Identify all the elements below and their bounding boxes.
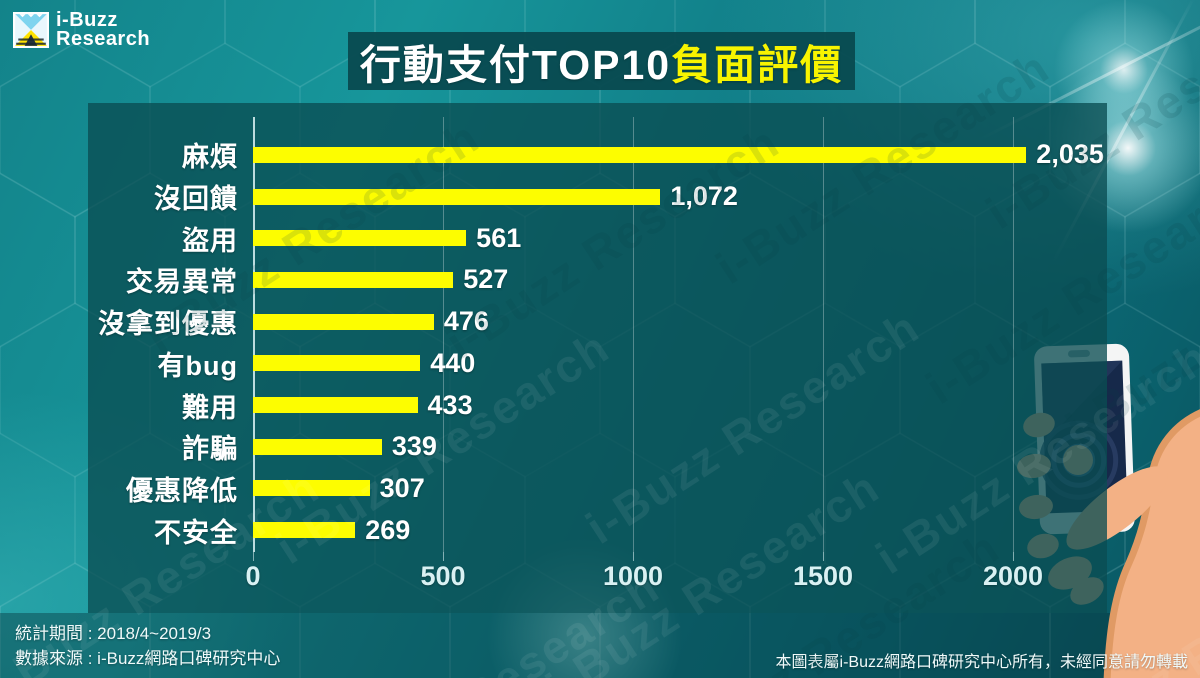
category-label: 沒回饋 — [154, 184, 238, 215]
bar — [253, 355, 421, 372]
logo-text: i-Buzz Research — [56, 9, 151, 50]
chart-row: 盜用 561 — [88, 217, 1107, 259]
footer-left: 統計期間 : 2018/4~2019/3 數據來源 : i-Buzz網路口碑研究… — [15, 621, 280, 671]
chart-row: 詐騙 339 — [88, 426, 1107, 468]
footer-band — [0, 613, 1200, 678]
hexagon-outline — [1124, 0, 1200, 88]
bar-area: 440 — [253, 347, 1107, 378]
hexagon-outline — [974, 0, 1126, 88]
chart-row: 優惠降低 307 — [88, 468, 1107, 510]
chart-row: 難用 433 — [88, 384, 1107, 426]
gridline — [633, 117, 634, 552]
hexagon-outline — [1049, 42, 1200, 218]
x-axis-tick — [1013, 552, 1014, 561]
value-label: 561 — [476, 222, 522, 253]
x-tick-label: 0 — [245, 561, 261, 591]
bar — [253, 480, 370, 497]
chart-row: 不安全 269 — [88, 509, 1107, 551]
i-buzz-logo-icon — [13, 12, 49, 48]
chart-row: 有bug 440 — [88, 343, 1107, 385]
stat-period: 統計期間 : 2018/4~2019/3 — [15, 624, 212, 643]
bar-area: 269 — [253, 514, 1107, 545]
bar — [253, 397, 418, 414]
value-label: 440 — [430, 347, 476, 378]
bar — [253, 313, 434, 330]
chart-row: 麻煩 2,035 — [88, 134, 1107, 176]
bar — [253, 271, 454, 288]
title-highlight: 負面評價 — [671, 42, 844, 88]
hexagon-outline — [1124, 172, 1200, 348]
copyright-notice: 本圖表屬i-Buzz網路口碑研究中心所有，未經同意請勿轉載 — [775, 654, 1188, 671]
category-label: 優惠降低 — [126, 475, 238, 506]
chart-panel: 0 500 1000 1500 2000 麻煩 2,035 沒回饋 1,072 盜用 561 交易異… — [88, 103, 1107, 613]
value-label: 2,035 — [1036, 139, 1104, 170]
chart-row: 交易異常 527 — [88, 259, 1107, 301]
category-label: 不安全 — [154, 517, 238, 548]
logo: i-Buzz Research — [13, 9, 151, 50]
hexagon-outline — [0, 432, 76, 608]
bar — [253, 188, 661, 205]
hand-arm-shape — [1103, 409, 1200, 678]
bar-area: 339 — [253, 433, 1107, 460]
category-label: 沒拿到優惠 — [98, 309, 238, 340]
x-tick-label: 1500 — [792, 561, 854, 591]
page-title: 行動支付TOP10 負面評價 — [348, 32, 855, 90]
gridline — [1013, 117, 1014, 552]
bar-area: 476 — [253, 308, 1107, 335]
value-label: 307 — [379, 472, 425, 503]
y-axis-line — [253, 117, 255, 552]
bar — [253, 438, 382, 455]
title-main: 行動支付TOP10 — [359, 42, 672, 88]
x-axis-tick — [633, 552, 634, 561]
bar — [253, 146, 1027, 163]
value-label: 527 — [463, 264, 509, 295]
chart-row: 沒拿到優惠 476 — [88, 301, 1107, 343]
hexagon-outline — [0, 42, 151, 218]
category-label: 交易異常 — [126, 267, 238, 298]
category-label: 詐騙 — [182, 434, 238, 465]
bar-area: 561 — [253, 222, 1107, 253]
data-source: 數據來源 : i-Buzz網路口碑研究中心 — [15, 649, 281, 668]
category-label: 盜用 — [182, 225, 238, 256]
logo-line2: Research — [56, 28, 151, 50]
bar — [253, 230, 467, 247]
value-label: 433 — [427, 389, 473, 420]
hexagon-outline — [824, 0, 976, 88]
hexagon-outline — [74, 0, 226, 88]
bar-chart: 麻煩 2,035 沒回饋 1,072 盜用 561 交易異常 527 沒拿到優惠 476 有bug 4… — [88, 134, 1107, 551]
value-label: 339 — [391, 431, 437, 462]
bar-area: 307 — [253, 472, 1107, 503]
x-axis-tick — [823, 552, 824, 561]
category-label: 難用 — [182, 392, 238, 423]
gridline — [443, 117, 444, 552]
gridline — [823, 117, 824, 552]
bar-area: 433 — [253, 389, 1107, 420]
x-axis-tick — [253, 552, 254, 561]
bar — [253, 522, 356, 539]
category-label: 有bug — [157, 350, 238, 381]
x-axis-tick — [443, 552, 444, 561]
bar-area: 527 — [253, 266, 1107, 293]
value-label: 269 — [365, 514, 411, 545]
category-label: 麻煩 — [182, 142, 238, 173]
logo-line1: i-Buzz — [56, 9, 118, 31]
value-label: 476 — [443, 306, 489, 337]
x-tick-label: 2000 — [982, 561, 1044, 591]
chart-row: 沒回饋 1,072 — [88, 176, 1107, 218]
bar-area: 2,035 — [253, 141, 1107, 168]
value-label: 1,072 — [670, 181, 738, 212]
bar-area: 1,072 — [253, 183, 1107, 210]
x-tick-label: 1000 — [602, 561, 664, 591]
hexagon-outline — [224, 0, 376, 88]
hexagon-outline — [0, 172, 76, 348]
x-tick-label: 500 — [420, 561, 466, 591]
